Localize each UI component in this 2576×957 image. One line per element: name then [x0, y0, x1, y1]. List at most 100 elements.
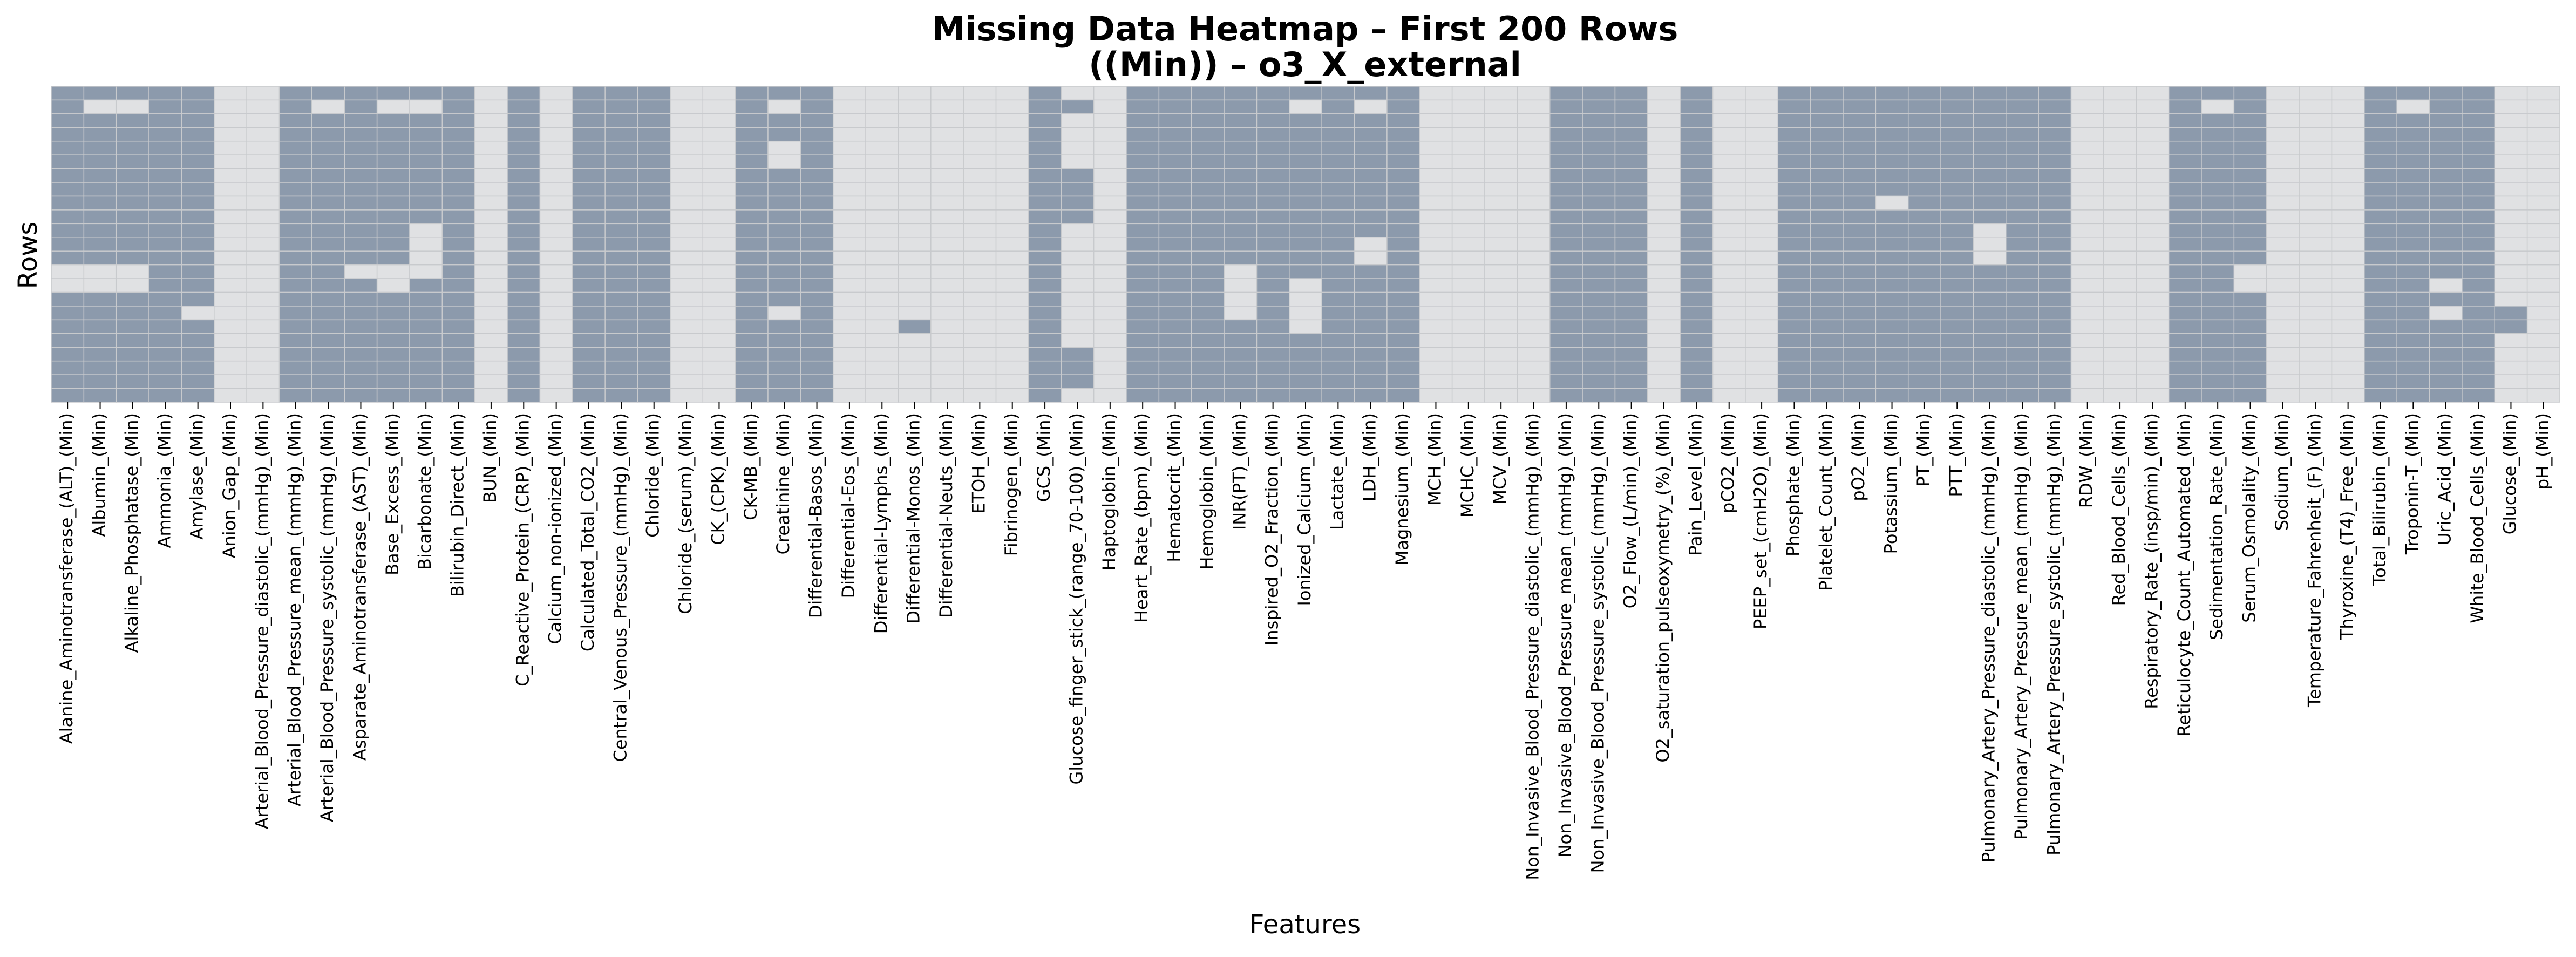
heatmap-cell: [604, 195, 638, 211]
heatmap-cell: [1582, 168, 1616, 183]
heatmap-cell: [2006, 291, 2039, 307]
heatmap-cell: [214, 360, 247, 375]
heatmap-cell: [1093, 209, 1127, 225]
heatmap-cell: [995, 388, 1029, 403]
heatmap-cell: [1093, 86, 1127, 101]
chart-subtitle: ((Min)) – o3_X_external: [1089, 45, 1521, 84]
heatmap-cell: [2233, 250, 2267, 266]
heatmap-cell: [2266, 264, 2300, 279]
heatmap-cell: [51, 168, 85, 183]
heatmap-cell: [2136, 388, 2170, 403]
heatmap-cell: [1777, 347, 1811, 362]
heatmap-cell: [2299, 347, 2333, 362]
heatmap-cell: [2168, 127, 2202, 142]
heatmap-cell: [735, 278, 769, 293]
heatmap-cell: [1126, 360, 1160, 375]
heatmap-cell: [2006, 319, 2039, 334]
heatmap-cell: [507, 250, 541, 266]
heatmap-cell: [1582, 360, 1616, 375]
heatmap-cell: [2103, 278, 2137, 293]
x-tick-label: Asparate_Aminotransferase_(AST)_(Min): [349, 413, 370, 761]
heatmap-cell: [1191, 237, 1225, 252]
heatmap-cell: [1028, 99, 1062, 114]
heatmap-cell: [83, 250, 117, 266]
heatmap-cell: [441, 278, 475, 293]
heatmap-cell: [181, 291, 215, 307]
heatmap-cell: [1158, 264, 1192, 279]
heatmap-cell: [572, 154, 606, 169]
heatmap-cell: [344, 209, 378, 225]
heatmap-cell: [83, 168, 117, 183]
heatmap-cell: [409, 278, 443, 293]
heatmap-cell: [1093, 291, 1127, 307]
x-tick-label: Pulmonary_Artery_Pressure_systolic_(mmHg…: [2043, 413, 2064, 856]
heatmap-cell: [2494, 250, 2528, 266]
heatmap-cell: [1582, 388, 1616, 403]
heatmap-cell: [800, 86, 834, 101]
x-tick-label: Chloride_(serum)_(Min): [675, 413, 696, 614]
heatmap-cell: [507, 223, 541, 238]
heatmap-cell: [344, 113, 378, 128]
heatmap-cell: [930, 113, 964, 128]
heatmap-cell: [1875, 140, 1909, 155]
heatmap-cell: [670, 195, 704, 211]
heatmap-cell: [1907, 333, 1941, 348]
heatmap-cell: [441, 209, 475, 225]
heatmap-cell: [1517, 291, 1551, 307]
heatmap-cell: [1614, 347, 1648, 362]
heatmap-cell: [2396, 99, 2430, 114]
heatmap-cell: [865, 195, 899, 211]
heatmap-cell: [246, 319, 280, 334]
heatmap-cell: [474, 154, 508, 169]
heatmap-cell: [1321, 140, 1355, 155]
heatmap-cell: [1647, 237, 1681, 252]
heatmap-cell: [2103, 360, 2137, 375]
x-tick-label: Troponin-T_(Min): [2402, 413, 2422, 555]
heatmap-cell: [930, 86, 964, 101]
heatmap-cell: [2233, 347, 2267, 362]
heatmap-cell: [767, 99, 801, 114]
heatmap-cell: [604, 306, 638, 321]
heatmap-cell: [2396, 86, 2430, 101]
heatmap-cell: [344, 223, 378, 238]
heatmap-cell: [1484, 347, 1518, 362]
heatmap-cell: [1061, 264, 1095, 279]
heatmap-cell: [51, 237, 85, 252]
heatmap-cell: [963, 319, 997, 334]
heatmap-cell: [572, 140, 606, 155]
heatmap-cell: [1745, 140, 1779, 155]
heatmap-cell: [148, 140, 182, 155]
heatmap-cell: [1777, 333, 1811, 348]
heatmap-cell: [2462, 99, 2496, 114]
heatmap-cell: [1614, 374, 1648, 389]
heatmap-cell: [148, 306, 182, 321]
heatmap-cell: [2006, 99, 2039, 114]
heatmap-cell: [2266, 237, 2300, 252]
heatmap-cell: [1680, 250, 1714, 266]
heatmap-cell: [1712, 360, 1746, 375]
heatmap-cell: [735, 86, 769, 101]
heatmap-cell: [2201, 154, 2235, 169]
x-tick-label: RDW_(Min): [2076, 413, 2097, 508]
heatmap-cell: [604, 168, 638, 183]
heatmap-cell: [898, 264, 932, 279]
heatmap-cell: [1386, 223, 1420, 238]
x-tick-label: Calcium_non-ionized_(Min): [545, 413, 566, 644]
heatmap-cell: [1289, 347, 1322, 362]
heatmap-cell: [1191, 195, 1225, 211]
heatmap-cell: [2396, 360, 2430, 375]
x-tick-label: Red_Blood_Cells_(Min): [2109, 413, 2129, 606]
heatmap-cell: [1158, 306, 1192, 321]
heatmap-cell: [1484, 127, 1518, 142]
heatmap-cell: [1354, 223, 1388, 238]
heatmap-cell: [1451, 99, 1485, 114]
x-tick-label: Differential-Basos_(Min): [806, 413, 826, 618]
heatmap-cell: [1224, 113, 1258, 128]
heatmap-cell: [1614, 99, 1648, 114]
heatmap-cell: [865, 360, 899, 375]
heatmap-cell: [1549, 182, 1583, 197]
x-tick-label: Anion_Gap_(Min): [219, 413, 240, 558]
heatmap-cell: [2168, 209, 2202, 225]
heatmap-cell: [1843, 209, 1877, 225]
heatmap-cell: [2006, 154, 2039, 169]
